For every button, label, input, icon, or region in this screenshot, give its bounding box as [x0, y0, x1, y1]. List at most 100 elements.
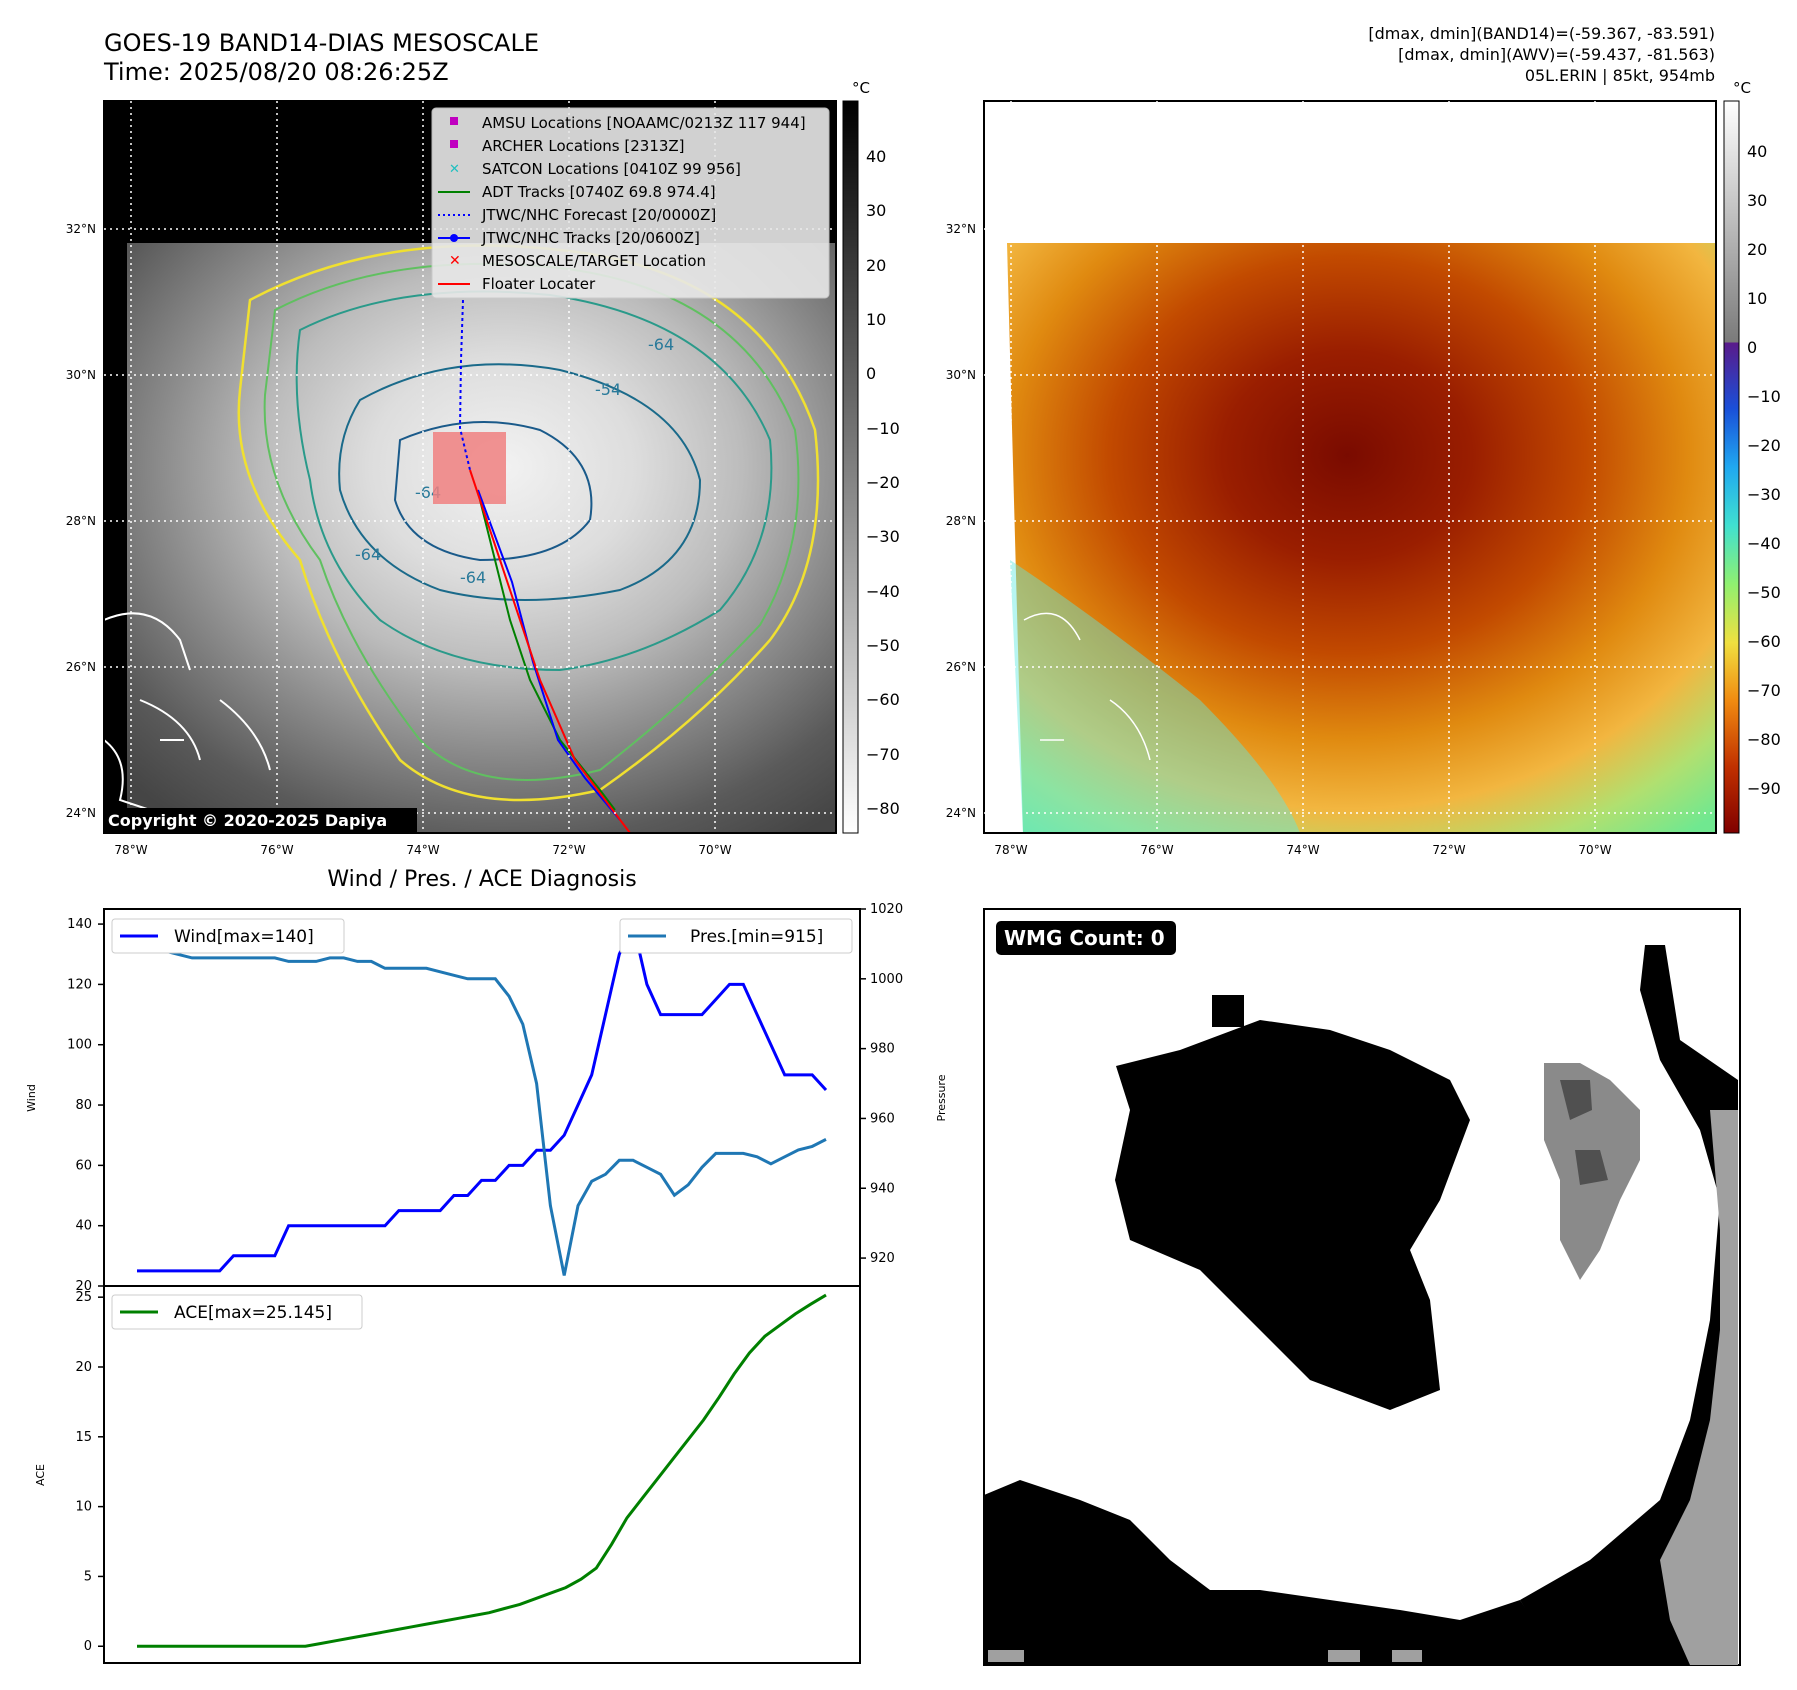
cb-tick: 40: [866, 147, 886, 166]
cb-tick: 10: [1747, 289, 1767, 308]
pressure-legend-frame: [619, 918, 853, 954]
wmg-cloud-knob: [1212, 995, 1244, 1027]
cb-tick: −50: [866, 636, 900, 655]
awv-map-frame: [983, 100, 1717, 834]
wmg-small-blob: [1286, 1306, 1310, 1352]
copyright-text: Copyright © 2020-2025 Dapiya: [108, 811, 387, 830]
cb-tick: 10: [866, 310, 886, 329]
wmg-count-badge: [996, 921, 1176, 955]
pressure-ytick-label: 960: [870, 1111, 895, 1126]
awv-coast: [1023, 612, 1151, 761]
cb-tick: 20: [866, 256, 886, 275]
figure-time: Time: 2025/08/20 08:26:25Z: [103, 58, 449, 86]
legend-archer-marker: [450, 140, 458, 148]
ir-map-frame: [103, 100, 837, 834]
contour-label-2: -64: [355, 545, 381, 564]
wmg-gray-bottom-2: [1328, 1650, 1360, 1662]
awv-field: [1007, 243, 1716, 833]
legend-satcon-label: SATCON Locations [0410Z 99 956]: [482, 160, 741, 178]
lat-label: 32°N: [66, 222, 96, 236]
pressure-yticks: 920 940 960 980 1000 1020: [860, 902, 903, 1266]
wind-ytick-label: 100: [67, 1038, 92, 1053]
wmg-dark-cluster: [1560, 1080, 1608, 1185]
wind-ytick-label: 20: [75, 1279, 92, 1294]
ace-legend-label: ACE[max=25.145]: [174, 1303, 332, 1323]
pressure-ytick-label: 980: [870, 1042, 895, 1057]
cb-tick: −60: [1747, 632, 1781, 651]
awv-map: [984, 101, 1716, 833]
contour-label-5: -64: [648, 335, 674, 354]
floater-track: [469, 469, 631, 833]
lon-label: 72°W: [552, 843, 585, 857]
pressure-ytick-label: 1020: [870, 902, 903, 917]
cb-tick: 40: [1747, 142, 1767, 161]
pressure-ytick-label: 1000: [870, 972, 903, 987]
wind-legend: Wind[max=140]: [111, 918, 345, 954]
cb-tick: −50: [1747, 583, 1781, 602]
cb-tick: −10: [866, 419, 900, 438]
diagnosis-title: Wind / Pres. / ACE Diagnosis: [327, 867, 636, 892]
cb-tick: 30: [1747, 191, 1767, 210]
wmg-count-text: WMG Count: 0: [1004, 926, 1165, 950]
cb-tick: −70: [1747, 681, 1781, 700]
wind-ylabel: Wind: [25, 1084, 38, 1112]
awv-lon-labels: 78°W 76°W 74°W 72°W 70°W: [994, 843, 1611, 857]
lat-label: 30°N: [946, 368, 976, 382]
copyright-badge: [104, 808, 417, 832]
awv-lat-labels: 32°N 30°N 28°N 26°N 24°N: [946, 222, 976, 820]
lon-label: 70°W: [1578, 843, 1611, 857]
ace-legend-frame: [111, 1294, 363, 1330]
storm-info: 05L.ERIN | 85kt, 954mb: [1525, 66, 1715, 85]
cb-tick: −80: [866, 799, 900, 818]
pressure-legend: Pres.[min=915]: [619, 918, 853, 954]
wind-pressure-chart: Wind Pressure 20 40 60 80 100 120 140 920 940 96…: [25, 902, 948, 1294]
lat-label: 24°N: [66, 806, 96, 820]
left-colorbar: [842, 100, 859, 834]
wmg-bottom-black: [984, 1480, 1665, 1665]
lat-label: 24°N: [946, 806, 976, 820]
lon-label: 70°W: [698, 843, 731, 857]
wind-ytick-label: 140: [67, 917, 92, 932]
right-colorbar: [1723, 100, 1740, 834]
lat-label: 28°N: [946, 514, 976, 528]
ace-ytick-label: 5: [84, 1569, 92, 1584]
contour-core: [393, 421, 593, 562]
cb-tick: −20: [866, 473, 900, 492]
legend-archer-label: ARCHER Locations [2313Z]: [482, 137, 685, 155]
figure-title: GOES-19 BAND14-DIAS MESOSCALE: [104, 29, 539, 57]
left-colorbar-ticks: 40 30 20 10 0 −10 −20 −30 −40 −50 −60 −7…: [866, 147, 900, 818]
legend-amsu-marker: [450, 117, 458, 125]
ace-chart-frame: [103, 1285, 861, 1664]
wind-chart-frame: [103, 908, 861, 1287]
cb-tick: −30: [866, 527, 900, 546]
contour-inner: [338, 363, 702, 601]
awv-gridlines: [984, 101, 1716, 833]
coastline-bahamas: [104, 612, 271, 811]
wind-ytick-label: 60: [75, 1158, 92, 1173]
wind-legend-label: Wind[max=140]: [174, 927, 314, 947]
wind-line: [137, 919, 828, 1273]
legend-adt-label: ADT Tracks [0740Z 69.8 974.4]: [482, 183, 716, 201]
cb-tick: 30: [866, 201, 886, 220]
legend-nhc-label: JTWC/NHC Tracks [20/0600Z]: [481, 229, 700, 247]
ace-ytick-label: 20: [75, 1360, 92, 1375]
forecast-track: [458, 299, 471, 471]
legend-forecast-label: JTWC/NHC Forecast [20/0000Z]: [481, 206, 716, 224]
pressure-ylabel: Pressure: [935, 1074, 948, 1121]
lon-label: 72°W: [1432, 843, 1465, 857]
cb-tick: −20: [1747, 436, 1781, 455]
ace-yticks: 0 5 10 15 20 25: [75, 1290, 104, 1654]
cb-tick: −90: [1747, 779, 1781, 798]
map-legend: AMSU Locations [NOAAMC/0213Z 117 944] AR…: [431, 107, 830, 299]
wind-ytick-label: 40: [75, 1219, 92, 1234]
cb-tick: −10: [1747, 387, 1781, 406]
cb-tick: −70: [866, 745, 900, 764]
cb-tick: −60: [866, 690, 900, 709]
cb-tick: −30: [1747, 485, 1781, 504]
ir-lat-labels: 32°N 30°N 28°N 26°N 24°N: [66, 222, 96, 820]
wind-legend-frame: [111, 918, 345, 954]
legend-target-marker: ✕: [449, 253, 461, 269]
right-colorbar-unit: °C: [1733, 79, 1751, 97]
dmax-band14: [dmax, dmin](BAND14)=(-59.367, -83.591): [1368, 24, 1715, 43]
legend-nhc-dot: [450, 234, 458, 242]
